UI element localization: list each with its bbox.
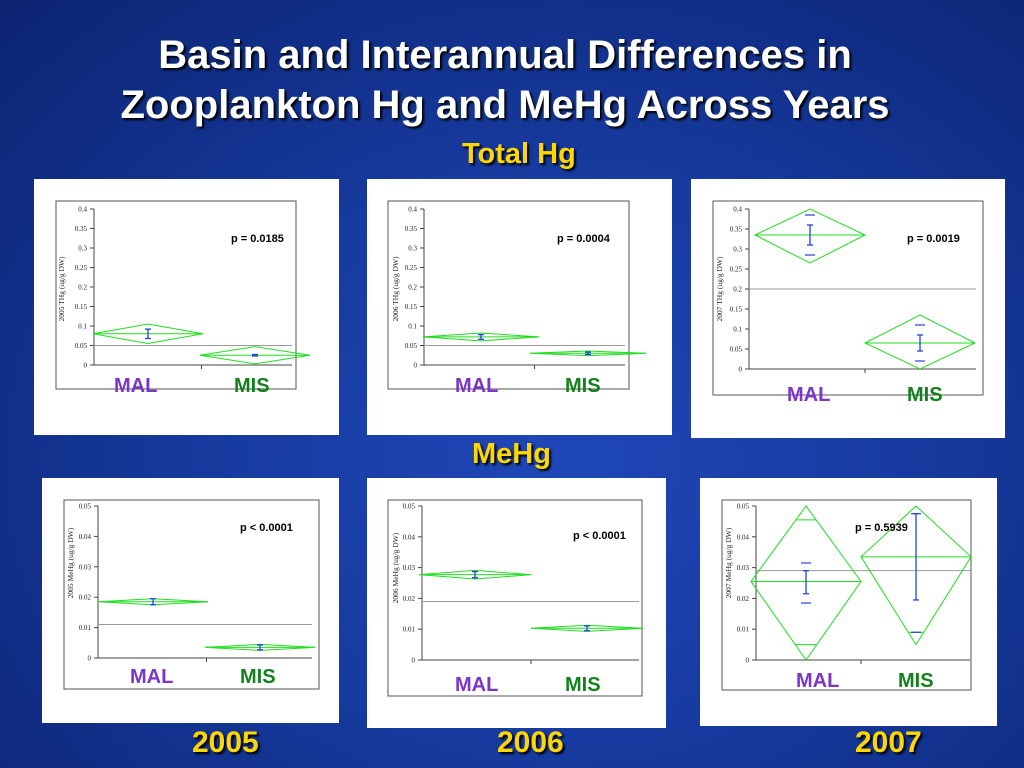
y-tick-label: 0.05: [730, 346, 743, 354]
p-value-label: p < 0.0001: [240, 522, 293, 534]
y-tick-label: 0: [412, 657, 416, 665]
y-tick-label: 0: [88, 655, 92, 663]
y-tick-label: 0.01: [737, 626, 750, 634]
chart-frame: [387, 499, 643, 697]
p-value-label: p = 0.5939: [855, 522, 908, 534]
y-tick-label: 0.15: [75, 303, 88, 311]
y-tick-label: 0.25: [730, 266, 743, 274]
y-axis-label: 2006 THg (ug/g DW): [391, 256, 400, 322]
y-tick-label: 0.35: [75, 225, 88, 233]
y-tick-label: 0.3: [733, 246, 742, 254]
y-axis-label: 2005 THg (ug/g DW): [57, 256, 66, 322]
y-tick-label: 0.01: [403, 626, 416, 634]
chart-panel-total-2005: 0 0.05 0.1 0.15 0.2 0.25 0.3 0.35 0.4 2005 THg (u…: [34, 179, 339, 435]
y-tick-label: 0.4: [78, 206, 87, 214]
group-label-mis: MIS: [565, 375, 601, 397]
group-label-mal: MAL: [455, 674, 499, 696]
chart-mehg-2006: 0 0.01 0.02 0.03 0.04 0.05 2006 MeHg (ug/g DW)…: [387, 499, 644, 697]
group-label-mis: MIS: [907, 384, 943, 406]
year-label-2005: 2005: [192, 726, 259, 759]
chart-frame: [387, 200, 630, 390]
y-tick-label: 0.1: [78, 323, 87, 331]
y-tick-label: 0.3: [78, 245, 87, 253]
chart-mehg-2005: 0 0.01 0.02 0.03 0.04 0.05 2005 MeHg (ug/g DW)…: [63, 499, 320, 690]
group-label-mis: MIS: [898, 670, 934, 692]
group-label-mis: MIS: [565, 674, 601, 696]
group-label-mis: MIS: [234, 375, 270, 397]
total-hg-label: Total Hg: [462, 138, 576, 170]
y-tick-label: 0.3: [408, 245, 417, 253]
y-axis-label: 2005 MeHg (ug/g DW): [66, 527, 75, 598]
group-label-mal: MAL: [796, 670, 840, 692]
y-tick-label: 0.1: [733, 326, 742, 334]
chart-frame: [721, 499, 972, 691]
y-tick-label: 0.04: [737, 533, 750, 541]
y-axis-label: 2007 MeHg (ug/g DW): [724, 527, 733, 598]
mehg-label: MeHg: [472, 438, 551, 470]
y-tick-label: 0.04: [403, 533, 416, 541]
chart-total-2006: 0 0.05 0.1 0.15 0.2 0.25 0.3 0.35 0.4 2006 THg (u…: [387, 200, 647, 390]
y-tick-label: 0.25: [75, 264, 88, 272]
y-tick-label: 0.02: [403, 595, 416, 603]
y-tick-label: 0.35: [405, 225, 418, 233]
group-label-mal: MAL: [114, 375, 158, 397]
y-tick-label: 0.03: [737, 564, 750, 572]
p-value-label: p = 0.0019: [907, 233, 960, 245]
p-value-label: p < 0.0001: [573, 530, 626, 542]
chart-frame: [63, 499, 320, 690]
y-tick-label: 0: [84, 362, 88, 370]
chart-panel-mehg-2007: 0 0.01 0.02 0.03 0.04 0.05 2007 MeHg (ug/g DW)…: [700, 478, 997, 726]
y-tick-label: 0.03: [403, 564, 416, 572]
y-tick-label: 0.04: [79, 533, 92, 541]
y-tick-label: 0.35: [730, 226, 743, 234]
y-tick-label: 0.05: [403, 503, 416, 511]
group-label-mal: MAL: [455, 375, 499, 397]
y-axis-label: 2006 MeHg (ug/g DW): [391, 532, 400, 603]
p-value-label: p = 0.0185: [231, 233, 284, 245]
chart-total-2005: 0 0.05 0.1 0.15 0.2 0.25 0.3 0.35 0.4 2005 THg (u…: [55, 200, 311, 390]
slide-title: Basin and Interannual Differences in Zoo…: [0, 30, 1010, 130]
y-tick-label: 0.25: [405, 264, 418, 272]
chart-mehg-2007: 0 0.01 0.02 0.03 0.04 0.05 2007 MeHg (ug/g DW)…: [721, 499, 972, 691]
chart-panel-mehg-2005: 0 0.01 0.02 0.03 0.04 0.05 2005 MeHg (ug/g DW)…: [42, 478, 339, 723]
y-tick-label: 0.03: [79, 563, 92, 571]
y-tick-label: 0: [739, 366, 743, 374]
group-label-mal: MAL: [130, 666, 174, 688]
group-label-mis: MIS: [240, 666, 276, 688]
title-line-2: Zooplankton Hg and MeHg Across Years: [120, 83, 890, 127]
y-axis-label: 2007 THg (ug/g DW): [715, 256, 724, 322]
p-value-label: p = 0.0004: [557, 233, 611, 245]
y-tick-label: 0.05: [737, 503, 750, 511]
chart-frame: [712, 200, 984, 396]
chart-frame: [55, 200, 297, 390]
year-label-2007: 2007: [855, 726, 922, 759]
y-tick-label: 0.05: [405, 342, 418, 350]
chart-panel-total-2007: 0 0.05 0.1 0.15 0.2 0.25 0.3 0.35 0.4 2007 THg (u…: [691, 179, 1005, 438]
chart-panel-total-2006: 0 0.05 0.1 0.15 0.2 0.25 0.3 0.35 0.4 2006 THg (u…: [367, 179, 672, 435]
y-tick-label: 0.15: [405, 303, 418, 311]
y-tick-label: 0: [414, 362, 418, 370]
y-tick-label: 0.2: [78, 284, 87, 292]
group-label-mal: MAL: [787, 384, 831, 406]
y-tick-label: 0.05: [75, 342, 88, 350]
y-tick-label: 0.05: [79, 503, 92, 511]
y-tick-label: 0.2: [408, 284, 417, 292]
y-tick-label: 0.1: [408, 323, 417, 331]
chart-panel-mehg-2006: 0 0.01 0.02 0.03 0.04 0.05 2006 MeHg (ug/g DW)…: [367, 478, 666, 728]
y-tick-label: 0.2: [733, 286, 742, 294]
y-tick-label: 0.02: [737, 595, 750, 603]
chart-total-2007: 0 0.05 0.1 0.15 0.2 0.25 0.3 0.35 0.4 2007 THg (u…: [712, 200, 984, 396]
year-label-2006: 2006: [497, 726, 564, 759]
y-tick-label: 0: [746, 657, 750, 665]
y-tick-label: 0.02: [79, 594, 92, 602]
y-tick-label: 0.15: [730, 306, 743, 314]
y-tick-label: 0.4: [733, 206, 742, 214]
title-line-1: Basin and Interannual Differences in: [158, 33, 852, 77]
y-tick-label: 0.01: [79, 624, 92, 632]
y-tick-label: 0.4: [408, 206, 417, 214]
